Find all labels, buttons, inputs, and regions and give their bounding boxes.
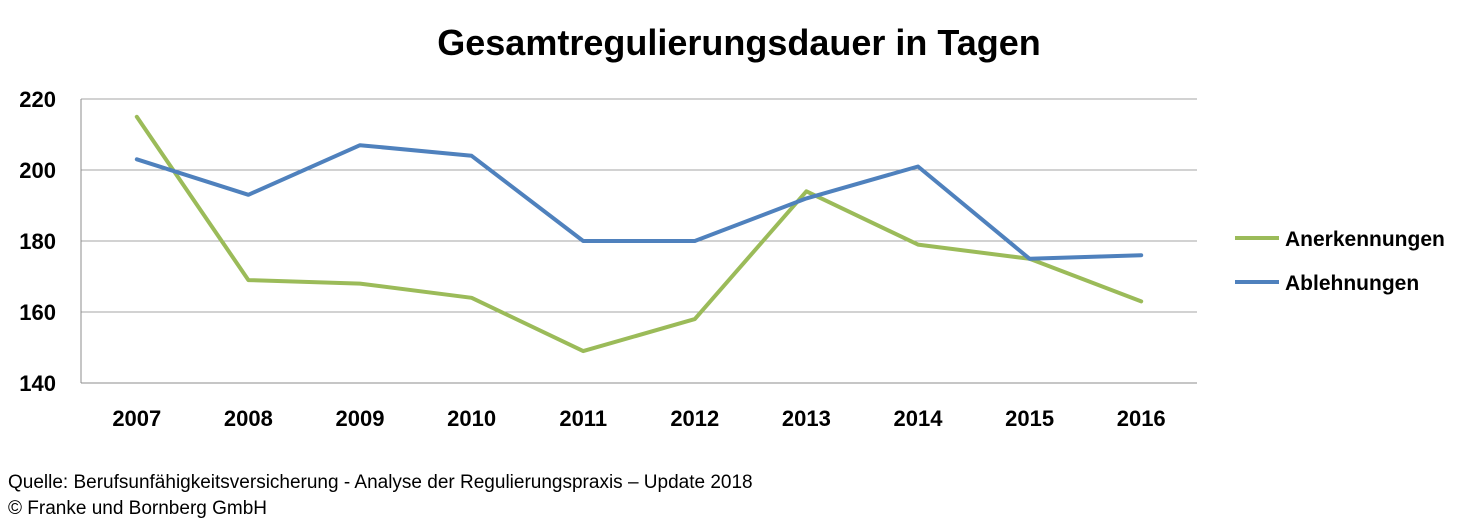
legend-label: Ablehnungen	[1285, 272, 1419, 295]
y-tick-label: 220	[19, 87, 56, 112]
x-axis-tick-labels: 2007 2008 2009 2010 2011 2012 2013 2014 2015 2016	[112, 406, 1165, 431]
x-tick-label: 2010	[447, 406, 496, 431]
y-tick-label: 140	[19, 371, 56, 396]
x-tick-label: 2008	[224, 406, 273, 431]
x-tick-label: 2015	[1005, 406, 1054, 431]
x-tick-label: 2011	[559, 406, 607, 431]
x-tick-label: 2014	[894, 406, 944, 431]
x-tick-label: 2012	[670, 406, 719, 431]
y-tick-label: 200	[19, 158, 56, 183]
x-tick-label: 2016	[1117, 406, 1166, 431]
series-lines	[134, 114, 1144, 354]
y-tick-label: 180	[19, 229, 56, 254]
legend: Anerkennungen Ablehnungen	[1235, 228, 1445, 295]
y-tick-label: 160	[19, 300, 56, 325]
series-line-anerkennungen	[134, 114, 1144, 354]
y-axis-tick-labels: 140 160 180 200 220	[19, 87, 56, 396]
line-chart: Gesamtregulierungsdauer in Tagen 1401601…	[19, 22, 1445, 431]
chart-title: Gesamtregulierungsdauer in Tagen	[437, 22, 1040, 63]
x-tick-label: 2007	[112, 406, 161, 431]
x-tick-label: 2013	[782, 406, 831, 431]
source-note: Quelle: Berufsunfähigkeitsversicherung -…	[8, 472, 753, 493]
copyright-note: © Franke und Bornberg GmbH	[8, 498, 268, 519]
x-tick-label: 2009	[336, 406, 385, 431]
legend-label: Anerkennungen	[1285, 228, 1445, 251]
series-line-ablehnungen	[134, 143, 1144, 261]
